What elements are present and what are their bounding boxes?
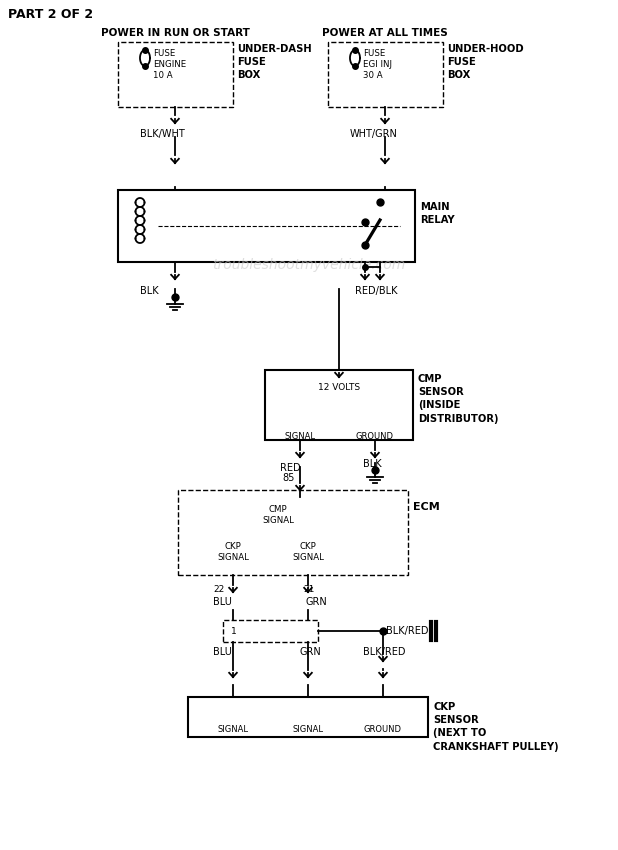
Text: FUSE
EGI INJ
30 A: FUSE EGI INJ 30 A bbox=[363, 49, 392, 80]
Text: BLK/WHT: BLK/WHT bbox=[140, 129, 185, 139]
Bar bbox=[188, 697, 428, 737]
Text: RED: RED bbox=[280, 463, 300, 473]
Text: POWER AT ALL TIMES: POWER AT ALL TIMES bbox=[322, 28, 448, 38]
Text: 21: 21 bbox=[303, 585, 315, 594]
Text: 1: 1 bbox=[231, 626, 237, 636]
Text: PART 2 OF 2: PART 2 OF 2 bbox=[8, 8, 93, 21]
Text: BLK: BLK bbox=[363, 459, 382, 469]
Text: BLK: BLK bbox=[140, 286, 159, 296]
Bar bbox=[223, 620, 318, 642]
Text: GROUND: GROUND bbox=[364, 725, 402, 734]
Text: troubleshootmyvehicle.com: troubleshootmyvehicle.com bbox=[213, 258, 405, 272]
Text: GRN: GRN bbox=[300, 647, 322, 657]
Text: GROUND: GROUND bbox=[356, 432, 394, 441]
Text: SIGNAL: SIGNAL bbox=[218, 725, 248, 734]
Bar bbox=[178, 490, 408, 575]
Bar bbox=[265, 370, 413, 440]
Text: BLK/RED: BLK/RED bbox=[363, 647, 405, 657]
Text: CKP
SENSOR
(NEXT TO
CRANKSHAFT PULLEY): CKP SENSOR (NEXT TO CRANKSHAFT PULLEY) bbox=[433, 702, 559, 751]
Text: CMP
SENSOR
(INSIDE
DISTRIBUTOR): CMP SENSOR (INSIDE DISTRIBUTOR) bbox=[418, 374, 499, 423]
Text: UNDER-HOOD
FUSE
BOX: UNDER-HOOD FUSE BOX bbox=[447, 44, 523, 81]
Text: WHT/GRN: WHT/GRN bbox=[350, 129, 398, 139]
Text: BLU: BLU bbox=[213, 597, 232, 607]
Text: CKP
SIGNAL: CKP SIGNAL bbox=[292, 542, 324, 562]
Text: FUSE
ENGINE
10 A: FUSE ENGINE 10 A bbox=[153, 49, 186, 80]
Text: 12 VOLTS: 12 VOLTS bbox=[318, 383, 360, 392]
Text: CKP
SIGNAL: CKP SIGNAL bbox=[217, 542, 249, 562]
Text: MAIN
RELAY: MAIN RELAY bbox=[420, 202, 455, 225]
Text: POWER IN RUN OR START: POWER IN RUN OR START bbox=[101, 28, 250, 38]
Text: CMP
SIGNAL: CMP SIGNAL bbox=[262, 505, 294, 525]
Bar bbox=[118, 190, 415, 262]
Text: GRN: GRN bbox=[305, 597, 327, 607]
Text: RED/BLK: RED/BLK bbox=[355, 286, 397, 296]
Text: UNDER-DASH
FUSE
BOX: UNDER-DASH FUSE BOX bbox=[237, 44, 311, 81]
Text: 22: 22 bbox=[213, 585, 224, 594]
Text: ECM: ECM bbox=[413, 502, 440, 512]
Text: SIGNAL: SIGNAL bbox=[292, 725, 323, 734]
Text: BLU: BLU bbox=[213, 647, 232, 657]
Bar bbox=[328, 42, 443, 107]
Text: BLK/RED: BLK/RED bbox=[386, 626, 428, 636]
Text: SIGNAL: SIGNAL bbox=[284, 432, 316, 441]
Text: 85: 85 bbox=[282, 473, 294, 483]
Bar bbox=[118, 42, 233, 107]
